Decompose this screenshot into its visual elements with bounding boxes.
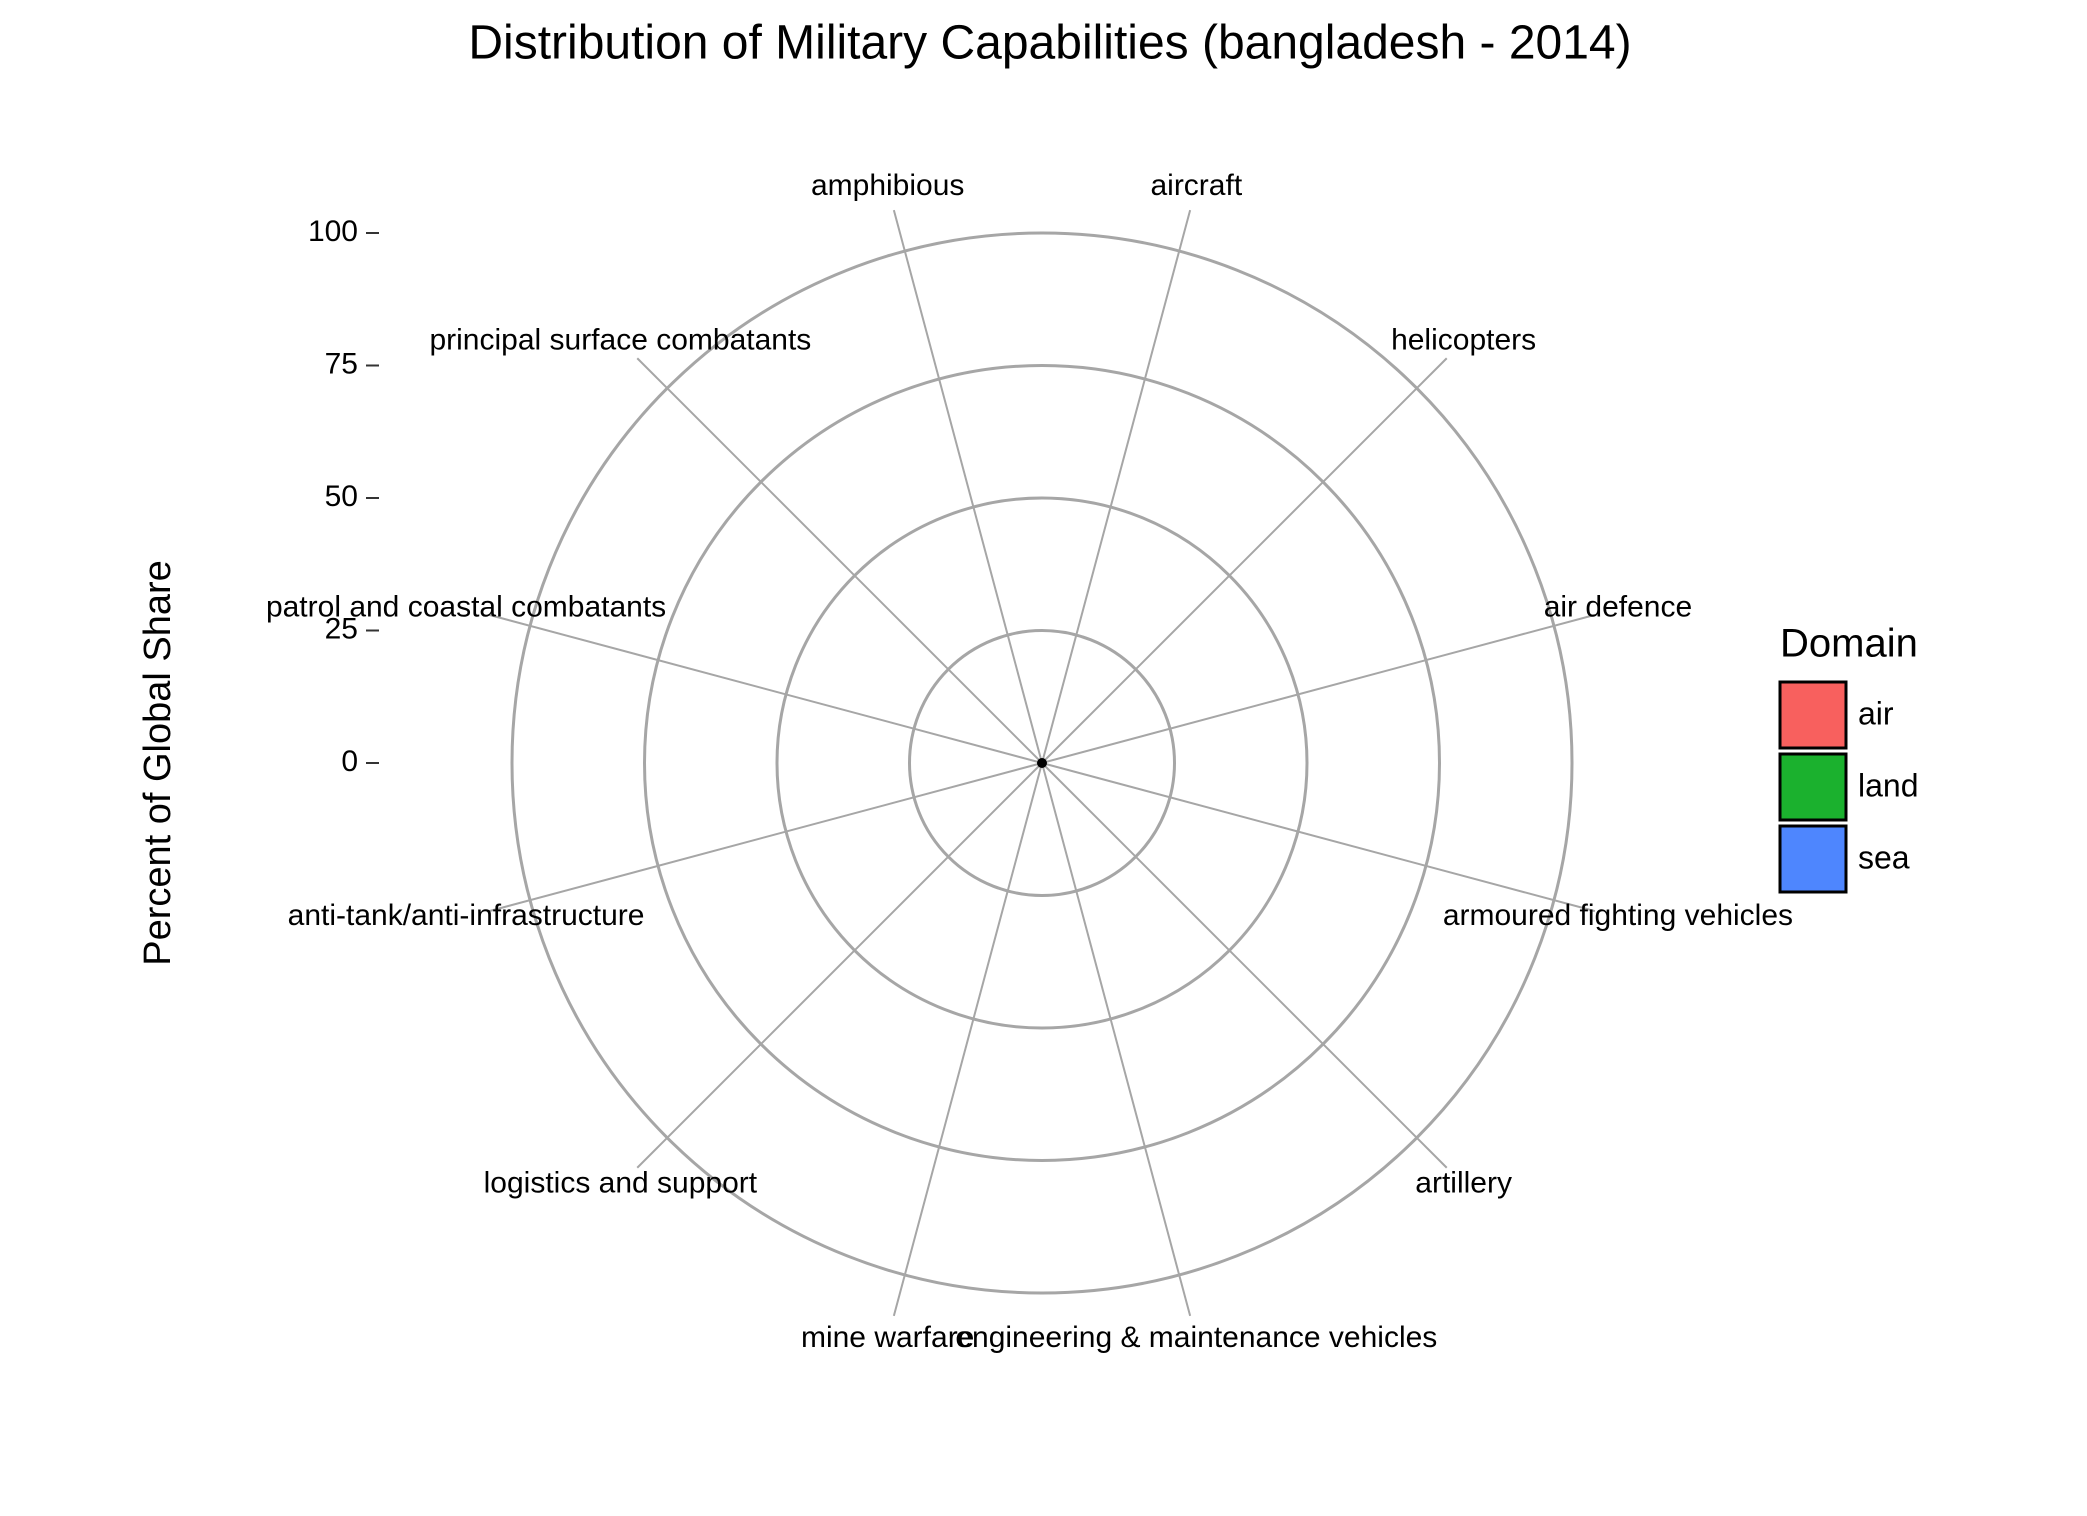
legend-key — [1778, 824, 1848, 894]
y-axis-label: Percent of Global Share — [137, 560, 179, 966]
category-label: armoured fighting vehicles — [1443, 899, 1793, 932]
category-label: anti-tank/anti-infrastructure — [288, 899, 645, 932]
grid-ring — [510, 231, 1574, 1295]
category-label: principal surface combatants — [429, 323, 811, 356]
legend-label: air — [1858, 695, 1894, 731]
spoke — [488, 762, 1043, 913]
spoke — [488, 613, 1043, 764]
spoke — [892, 209, 1043, 764]
y-tick-label: 100 — [308, 215, 358, 248]
spoke — [636, 357, 1043, 764]
spoke — [1041, 209, 1192, 764]
grid-ring — [908, 629, 1176, 897]
grid-ring — [643, 364, 1441, 1162]
spoke — [1041, 613, 1596, 764]
legend-key — [1778, 680, 1848, 750]
y-tick-label: 25 — [325, 612, 358, 645]
category-label: engineering & maintenance vehicles — [955, 1321, 1437, 1354]
category-label: artillery — [1415, 1167, 1512, 1200]
category-label: helicopters — [1391, 323, 1536, 356]
spoke — [892, 762, 1043, 1317]
category-label: amphibious — [811, 169, 964, 202]
y-tick-label: 0 — [341, 745, 358, 778]
y-tick-label: 50 — [325, 480, 358, 513]
category-label: mine warfare — [801, 1321, 974, 1354]
chart-title: Distribution of Military Capabilities (b… — [468, 17, 1631, 70]
spoke — [1041, 357, 1448, 764]
category-label: patrol and coastal combatants — [266, 591, 666, 624]
category-label: aircraft — [1150, 169, 1242, 202]
legend-label: sea — [1858, 839, 1910, 875]
legend-label: land — [1858, 767, 1919, 803]
legend-key — [1778, 752, 1848, 822]
legend-title: Domain — [1780, 622, 1918, 666]
y-tick-label: 75 — [325, 347, 358, 380]
spoke — [1041, 762, 1192, 1317]
category-label: air defence — [1544, 591, 1692, 624]
category-label: logistics and support — [484, 1167, 758, 1200]
center-dot — [1037, 758, 1047, 768]
spoke — [1041, 762, 1448, 1169]
spoke — [636, 762, 1043, 1169]
grid-ring — [775, 496, 1309, 1030]
spoke — [1041, 762, 1596, 913]
